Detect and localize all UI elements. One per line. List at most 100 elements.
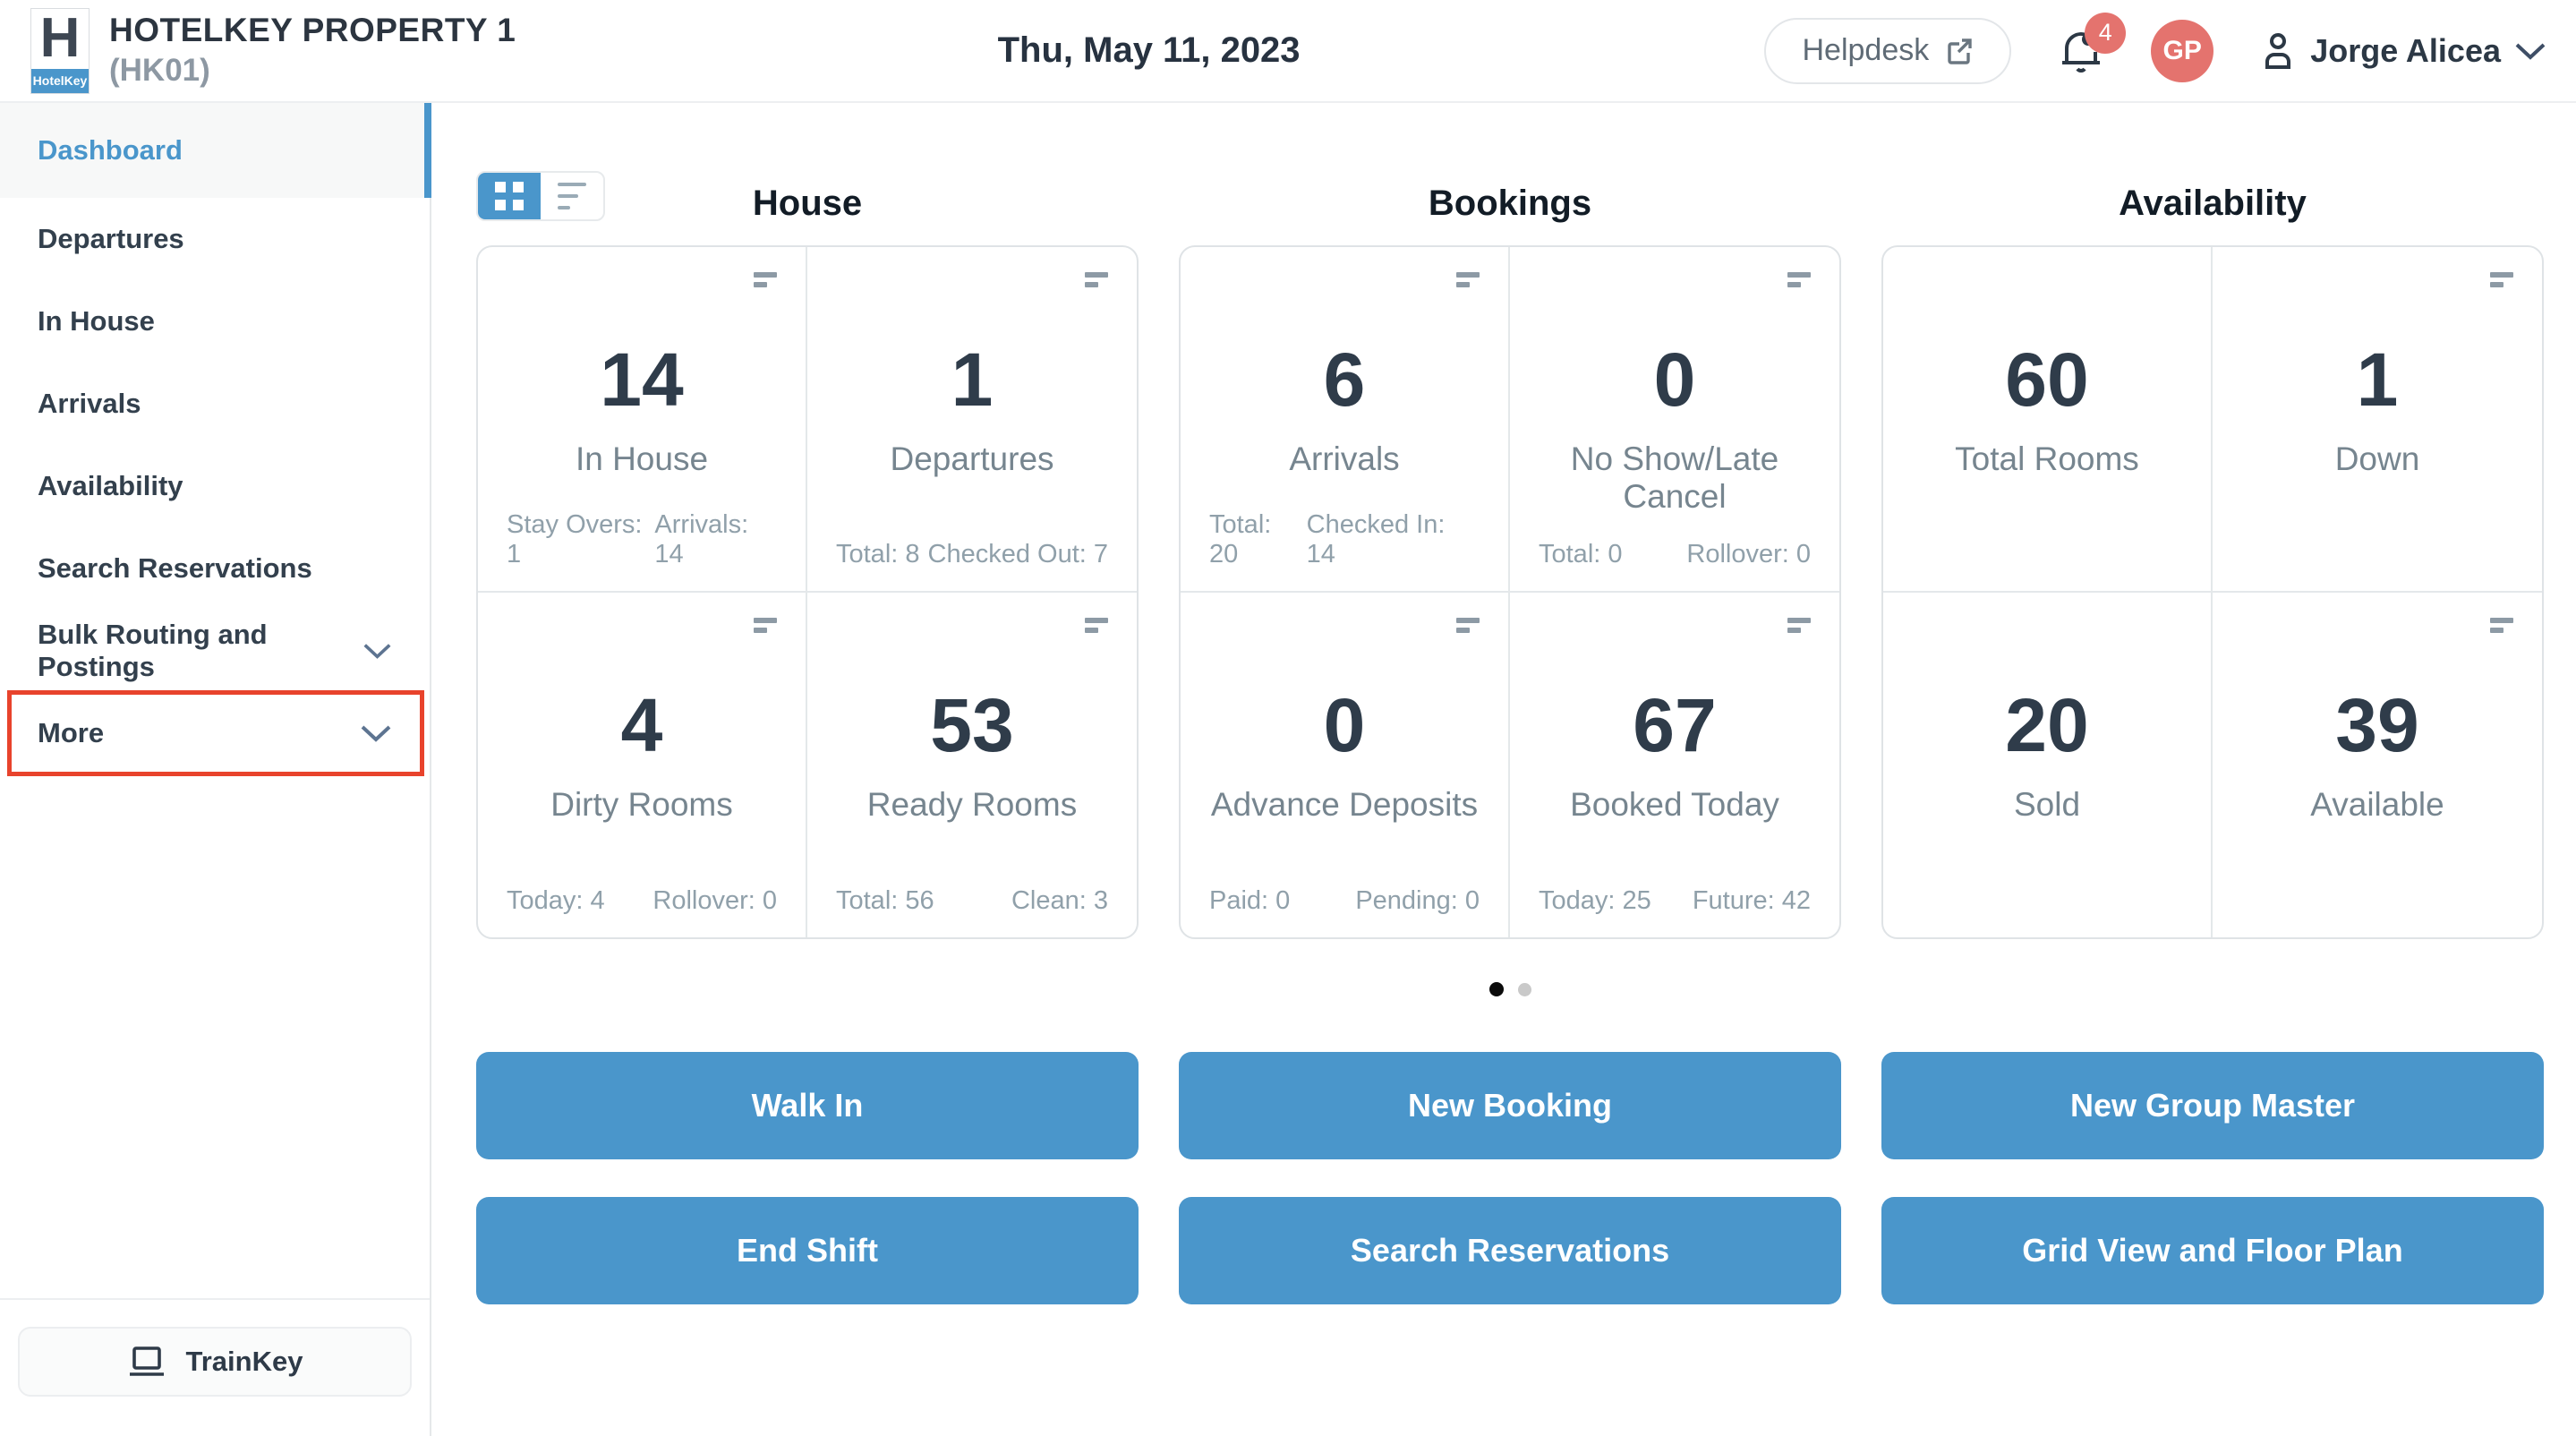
stat-card-booked-today[interactable]: 67 Booked Today Today: 25 Future: 42 [1510,593,1839,938]
search-reservations-button[interactable]: Search Reservations [1179,1197,1841,1304]
new-booking-button[interactable]: New Booking [1179,1052,1841,1159]
stat-label: Advance Deposits [1210,785,1479,823]
view-toggle [476,171,605,221]
sidebar-item-label: In House [38,305,155,337]
card-menu-icon[interactable] [754,272,777,287]
stat-value: 60 [2005,338,2089,422]
card-menu-icon[interactable] [1456,272,1480,287]
laptop-icon [129,1346,164,1376]
chevron-down-icon [363,644,391,659]
sidebar-item-in-house[interactable]: In House [0,280,430,363]
sidebar-item-search-reservations[interactable]: Search Reservations [0,527,430,610]
sidebar-item-arrivals[interactable]: Arrivals [0,363,430,445]
property-code: (HK01) [109,52,210,88]
stat-card-down[interactable]: 1 Down [2213,247,2542,593]
helpdesk-label: Helpdesk [1802,33,1930,67]
stat-value: 67 [1633,682,1717,767]
grid-view-floor-plan-button[interactable]: Grid View and Floor Plan [1881,1197,2544,1304]
sidebar-item-bulk-routing-and-postings[interactable]: Bulk Routing and Postings [0,610,430,692]
card-menu-icon[interactable] [1085,272,1108,287]
carousel-dot-2[interactable] [1517,982,1531,996]
property-name: HOTELKEY PROPERTY 1 [109,12,516,49]
stat-value: 1 [2356,338,2399,422]
stat-label: Total Rooms [1955,440,2139,477]
stat-card-sold[interactable]: 20 Sold [1883,592,2213,937]
stat-footer-right: Checked In: 14 [1306,509,1446,568]
sidebar-item-more-wrap: More [0,690,430,776]
stat-card-advance-deposits[interactable]: 0 Advance Deposits Paid: 0 Pending: 0 [1181,592,1510,937]
stat-value: 20 [2005,682,2089,767]
grid-view-toggle[interactable] [478,173,541,219]
notifications-button[interactable]: 4 [2058,12,2127,77]
stat-value: 6 [1323,338,1366,422]
stat-label: No Show/Late Cancel [1570,440,1779,515]
house-card-group: 14 In House Stay Overs: 1 Arrivals: 14 1… [476,245,1139,939]
stat-card-departures[interactable]: 1 Departures Total: 8 Checked Out: 7 [807,247,1137,593]
person-icon [2265,32,2291,69]
stat-footer-left: Total: 20 [1209,509,1272,568]
stat-footer: Total: 8 Checked Out: 7 [807,540,1137,569]
end-shift-button[interactable]: End Shift [476,1197,1139,1304]
user-menu[interactable]: Jorge Alicea [2260,31,2546,71]
stat-footer-left: Total: 0 [1539,539,1623,568]
card-menu-icon[interactable] [1787,272,1811,287]
stat-value: 39 [2335,682,2419,767]
stat-card-in-house[interactable]: 14 In House Stay Overs: 1 Arrivals: 14 [478,247,807,593]
header-right-cluster: Helpdesk 4 GP [1764,12,2546,84]
helpdesk-button[interactable]: Helpdesk [1764,17,2012,84]
section-title-availability: Availability [2119,184,2307,223]
card-menu-icon[interactable] [1456,617,1480,633]
stat-footer: Total: 20 Checked In: 14 [1181,510,1508,569]
sidebar-item-label: Departures [38,223,184,254]
chevron-down-icon [361,725,391,742]
list-view-toggle[interactable] [541,173,603,219]
sidebar-item-more[interactable]: More [0,692,430,774]
sidebar-item-label: Dashboard [38,134,183,166]
stat-label: In House [575,440,709,477]
card-menu-icon[interactable] [2490,617,2513,633]
stat-label: Down [2334,440,2420,477]
sidebar-item-availability[interactable]: Availability [0,445,430,527]
carousel-dot-1[interactable] [1488,982,1504,996]
card-menu-icon[interactable] [1787,617,1811,633]
stat-value: 14 [600,338,684,422]
user-name: Jorge Alicea [2310,31,2501,69]
sidebar-footer: TrainKey [0,1298,430,1436]
stat-footer-left: Stay Overs: 1 [507,509,643,568]
hotelkey-logo-letter: H [39,7,81,69]
sidebar-item-label: Availability [38,470,183,501]
hotelkey-logo: H HotelKey [30,7,90,94]
stat-footer: Paid: 0 Pending: 0 [1181,886,1508,916]
stat-footer-right: Future: 42 [1692,886,1811,915]
stat-value: 53 [930,682,1014,767]
card-menu-icon[interactable] [2490,272,2513,287]
sidebar-item-dashboard[interactable]: Dashboard [0,103,431,198]
stat-footer-left: Paid: 0 [1209,886,1291,915]
stat-label: Departures [890,440,1054,477]
stat-footer: Total: 0 Rollover: 0 [1510,540,1839,569]
stat-card-total-rooms[interactable]: 60 Total Rooms [1883,247,2213,593]
new-group-master-button[interactable]: New Group Master [1881,1052,2544,1159]
sidebar-item-departures[interactable]: Departures [0,198,430,280]
chevron-down-icon [2515,43,2546,60]
stat-card-available[interactable]: 39 Available [2213,593,2542,938]
stat-card-dirty-rooms[interactable]: 4 Dirty Rooms Today: 4 Rollover: 0 [478,592,807,937]
trainkey-button[interactable]: TrainKey [18,1327,412,1397]
walk-in-button[interactable]: Walk In [476,1052,1139,1159]
avatar[interactable]: GP [2151,19,2214,82]
stat-card-arrivals[interactable]: 6 Arrivals Total: 20 Checked In: 14 [1181,247,1510,593]
card-menu-icon[interactable] [754,617,777,633]
notification-badge: 4 [2085,12,2127,54]
stat-value: 0 [1653,338,1696,422]
stat-card-no-show-late-cancel[interactable]: 0 No Show/Late Cancel Total: 0 Rollover:… [1510,247,1839,593]
carousel-pagination [476,982,2544,996]
stat-footer-left: Today: 25 [1539,886,1651,915]
external-link-icon [1948,38,1972,64]
stat-footer-left: Today: 4 [507,886,605,915]
stat-value: 1 [951,338,994,422]
property-title-block: HOTELKEY PROPERTY 1 (HK01) [109,11,516,90]
stat-card-ready-rooms[interactable]: 53 Ready Rooms Total: 56 Clean: 3 [807,593,1137,938]
card-menu-icon[interactable] [1085,617,1108,633]
list-view-icon [558,183,586,209]
stat-footer: Stay Overs: 1 Arrivals: 14 [478,510,806,569]
